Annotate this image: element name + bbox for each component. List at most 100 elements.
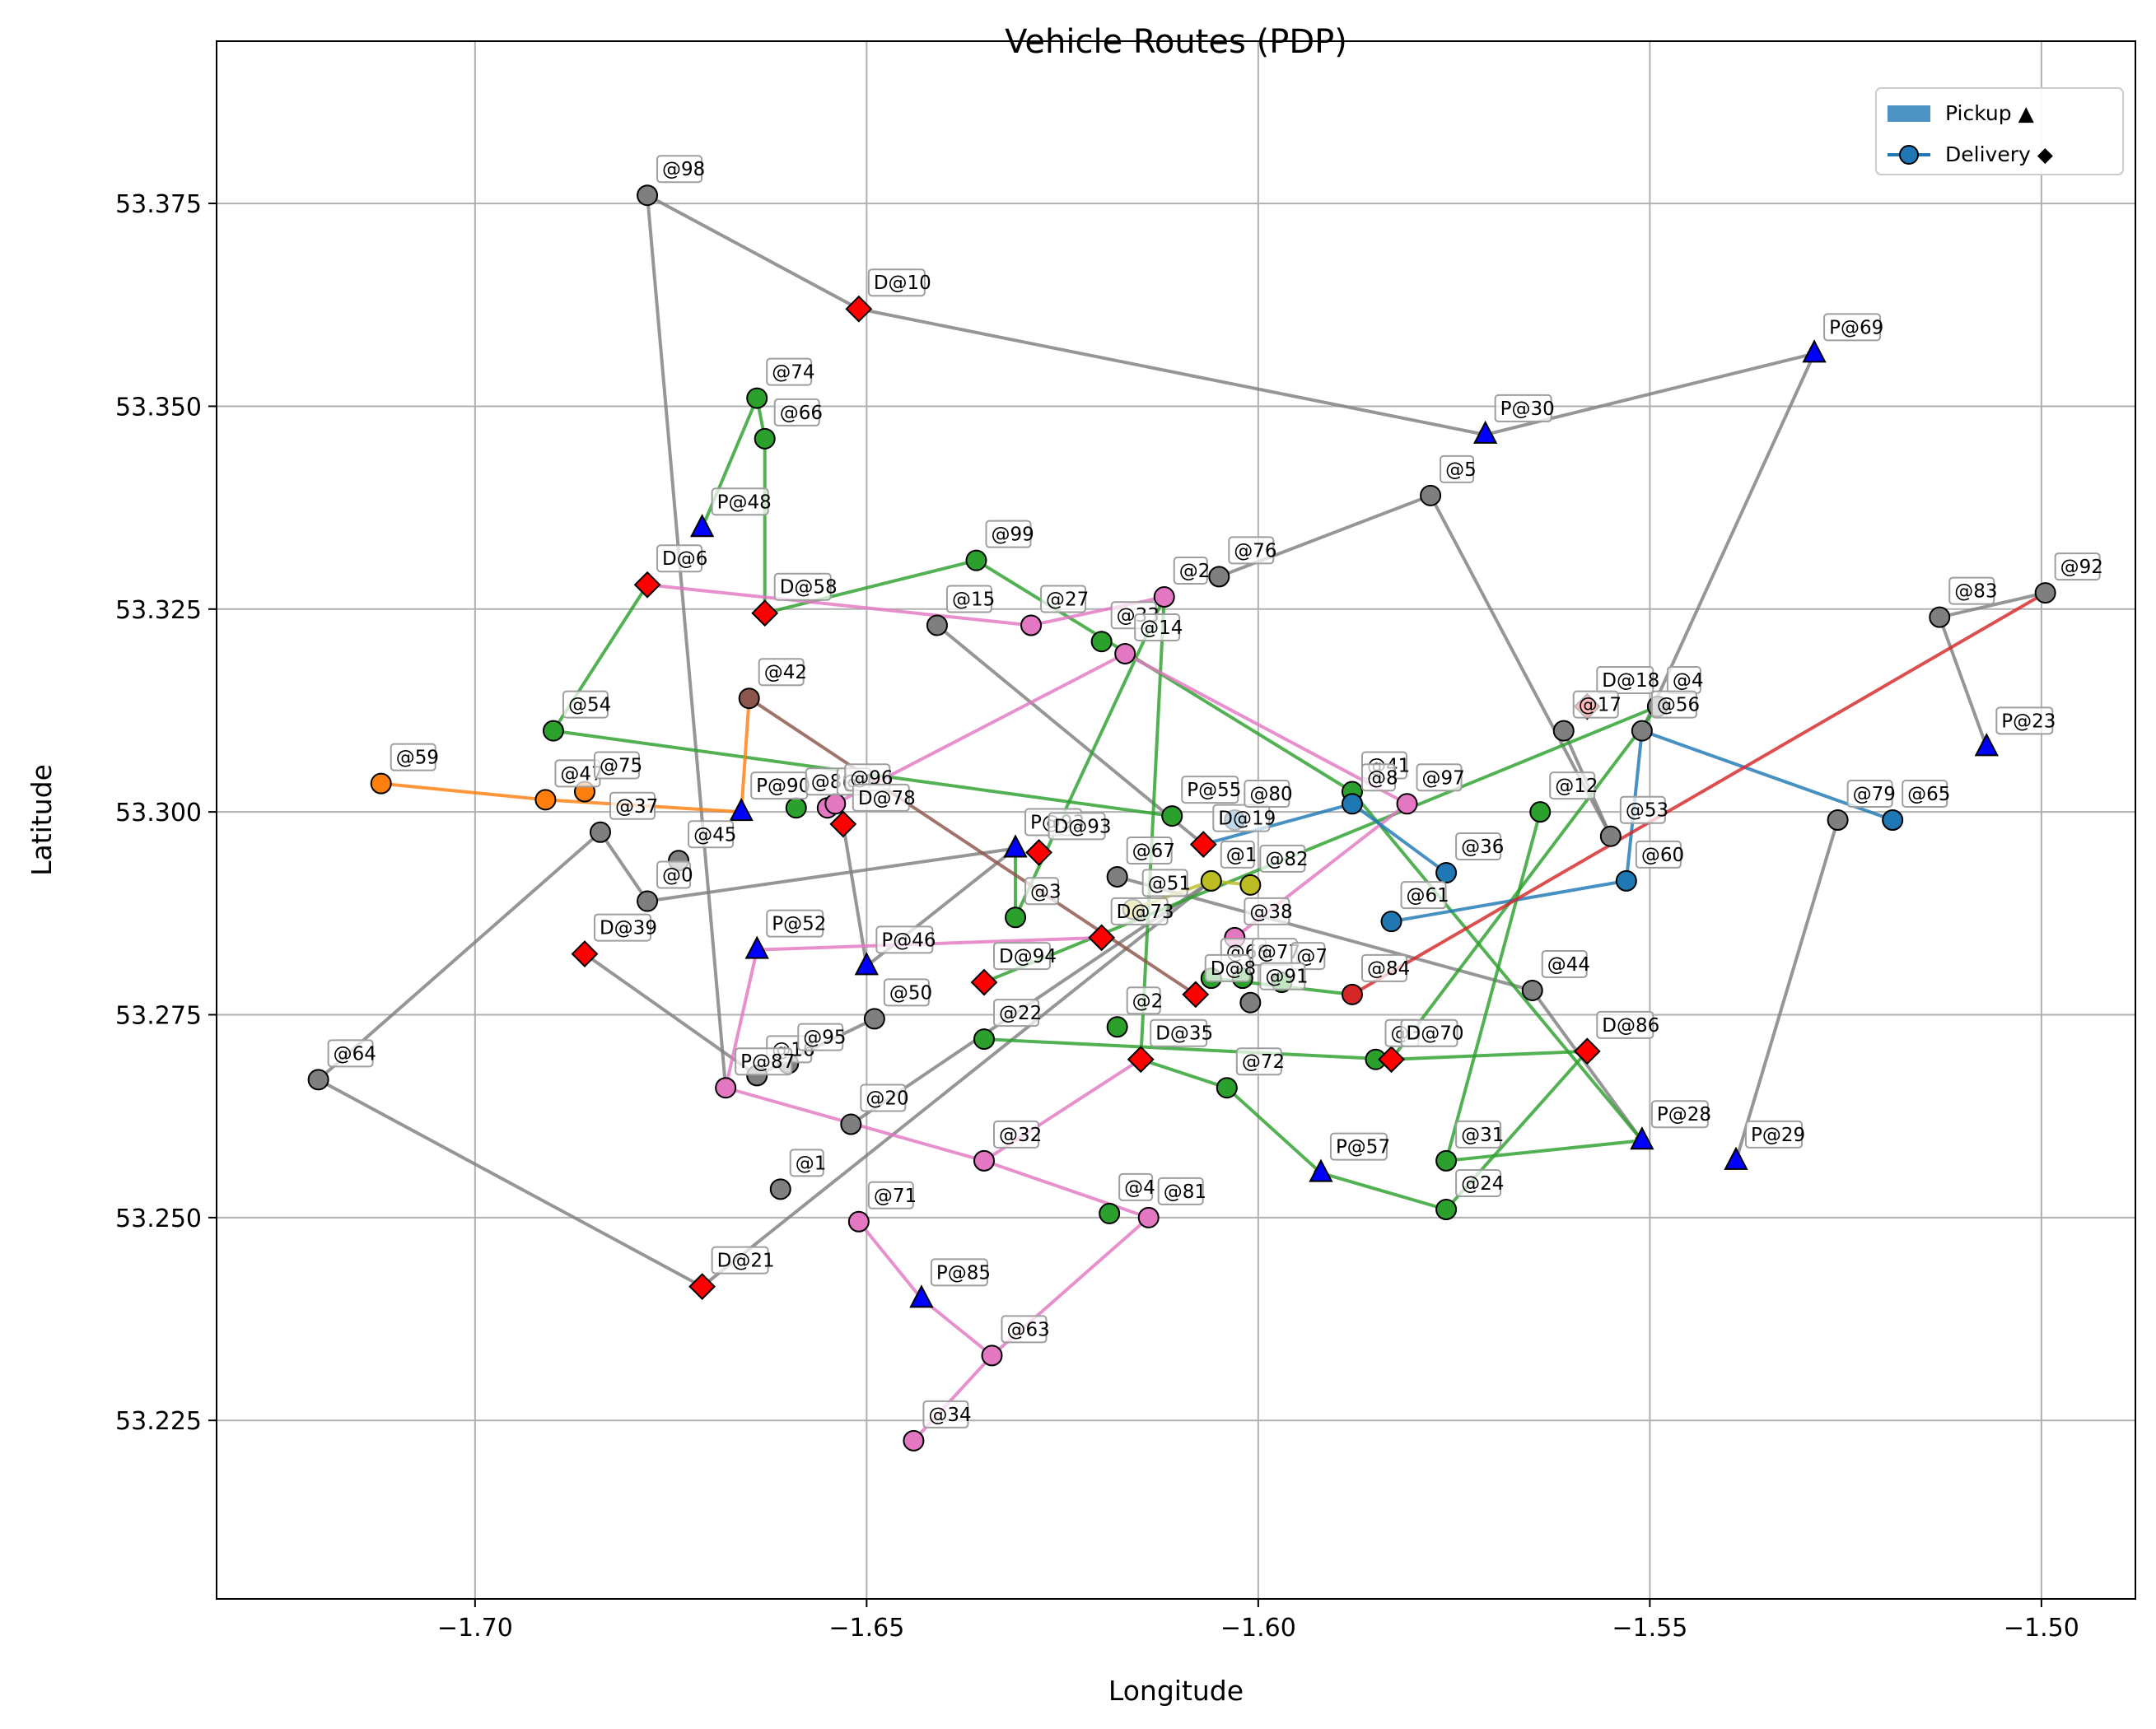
stop-label: @76 (1228, 536, 1277, 565)
stop-label: @2 (1173, 557, 1210, 585)
stop-marker (1827, 809, 1849, 831)
x-tick-label: −1.60 (1220, 1614, 1296, 1643)
stop-label: P@48 (711, 487, 772, 516)
stop-marker (1529, 801, 1552, 823)
stop-label-text: P@23 (2001, 711, 2056, 732)
plot-area-frame (216, 40, 2136, 1600)
stop-marker (1341, 793, 1363, 815)
route-segment (920, 1297, 993, 1357)
chart-title: Vehicle Routes (PDP) (1005, 23, 1347, 61)
stop-label-box (1596, 666, 1654, 695)
stop-label: @60 (1635, 840, 1684, 869)
stop-label-text: D@19 (1218, 809, 1276, 830)
stop-label-text: @60 (1641, 845, 1684, 866)
pickup-marker (689, 514, 715, 538)
stop-label-text: @66 (780, 403, 823, 424)
route-segment (646, 195, 729, 1089)
route-segment (1531, 989, 1644, 1142)
delivery-marker (970, 968, 998, 996)
stop-label: @45 (688, 820, 736, 849)
delivery-marker (571, 940, 599, 968)
stop-label: @4 (1666, 666, 1704, 695)
stop-marker (370, 772, 392, 795)
delivery-marker (829, 810, 857, 838)
stop-label: @44 (1541, 949, 1590, 978)
route-segment (1939, 591, 2046, 620)
route-segment (1140, 1057, 1228, 1090)
stop-label-text: P@30 (1500, 398, 1555, 420)
stop-label: @66 (773, 398, 823, 426)
stop-label: D@93 (1048, 812, 1112, 841)
stop-label: @34 (922, 1400, 972, 1428)
stop-label: @72 (1235, 1047, 1285, 1076)
route-segment (738, 698, 751, 813)
legend: Pickup ▲ Delivery ◆ (1875, 87, 2124, 175)
stop-label-text: D@6 (662, 548, 707, 570)
stop-label-text: @92 (2060, 557, 2103, 578)
route-segment (723, 949, 759, 1089)
stop-marker (307, 1069, 329, 1091)
stop-marker (1599, 825, 1622, 847)
stop-label-box (1212, 804, 1271, 832)
pickup-marker (1003, 834, 1028, 858)
stop-marker (1420, 484, 1442, 506)
stop-label: @75 (593, 751, 642, 780)
stop-label-text: @8 (1367, 767, 1398, 789)
stop-label-box (1400, 881, 1447, 910)
stop-label-box (758, 658, 805, 687)
stop-label-box (1572, 690, 1619, 719)
route-segment (748, 697, 1197, 996)
route-segment (1734, 819, 1840, 1162)
stop-label-text: @81 (1164, 1181, 1206, 1203)
stop-label-box (562, 690, 609, 719)
stop-label-box (1635, 840, 1682, 869)
stop-label: @3 (1024, 877, 1062, 906)
legend-box (1875, 87, 2124, 175)
stop-label-box (656, 155, 703, 184)
stop-label-text: D@78 (858, 788, 916, 809)
stop-label-box (1455, 1169, 1502, 1197)
delivery-marker (1127, 1046, 1155, 1074)
delivery-marker (1182, 981, 1210, 1009)
stop-marker (1161, 805, 1183, 827)
delivery-marker (1378, 1046, 1405, 1074)
stop-label: @74 (766, 357, 814, 386)
stop-label-box (1650, 690, 1697, 719)
stop-label-text: @50 (889, 982, 932, 1004)
stop-label: @27 (1040, 585, 1089, 613)
stop-label: @61 (1400, 881, 1449, 910)
stop-label-box (993, 1120, 1039, 1149)
stop-marker (1435, 1149, 1458, 1172)
stop-label-box (1455, 1120, 1502, 1149)
pickup-marker (1473, 420, 1498, 444)
stop-label-text: @2 (1132, 990, 1164, 1012)
stop-label-text: D@10 (874, 273, 931, 294)
stop-label: D@94 (993, 942, 1057, 971)
stop-marker (785, 797, 807, 819)
stop-label-text: @83 (1954, 581, 1997, 603)
y-tick-label: 53.350 (115, 393, 202, 422)
stop-label-text: @71 (874, 1186, 917, 1207)
stop-marker (926, 614, 948, 636)
stop-label: P@90 (750, 771, 810, 800)
route-segment (1445, 1137, 1643, 1163)
stop-label-box (867, 1181, 914, 1209)
stop-label: @0 (656, 860, 693, 889)
stop-label-box (773, 398, 820, 426)
stop-marker (1239, 874, 1262, 896)
stop-label: D@6 (656, 544, 707, 573)
route-segment (1225, 1086, 1323, 1175)
stop-label-text: P@29 (1751, 1125, 1805, 1146)
stop-marker (1090, 631, 1113, 653)
stop-label: @36 (1455, 832, 1504, 861)
stop-marker (965, 549, 987, 571)
stop-marker (1106, 1016, 1128, 1038)
stop-label-box (656, 544, 703, 573)
stop-label: D@58 (773, 572, 838, 601)
stop-marker (1552, 720, 1575, 742)
stop-label-box (1024, 877, 1060, 906)
stop-label-box (1001, 1315, 1048, 1344)
stop-label-box (1995, 706, 2054, 735)
stop-label-text: @82 (1265, 849, 1308, 870)
stop-label-box (593, 913, 651, 942)
